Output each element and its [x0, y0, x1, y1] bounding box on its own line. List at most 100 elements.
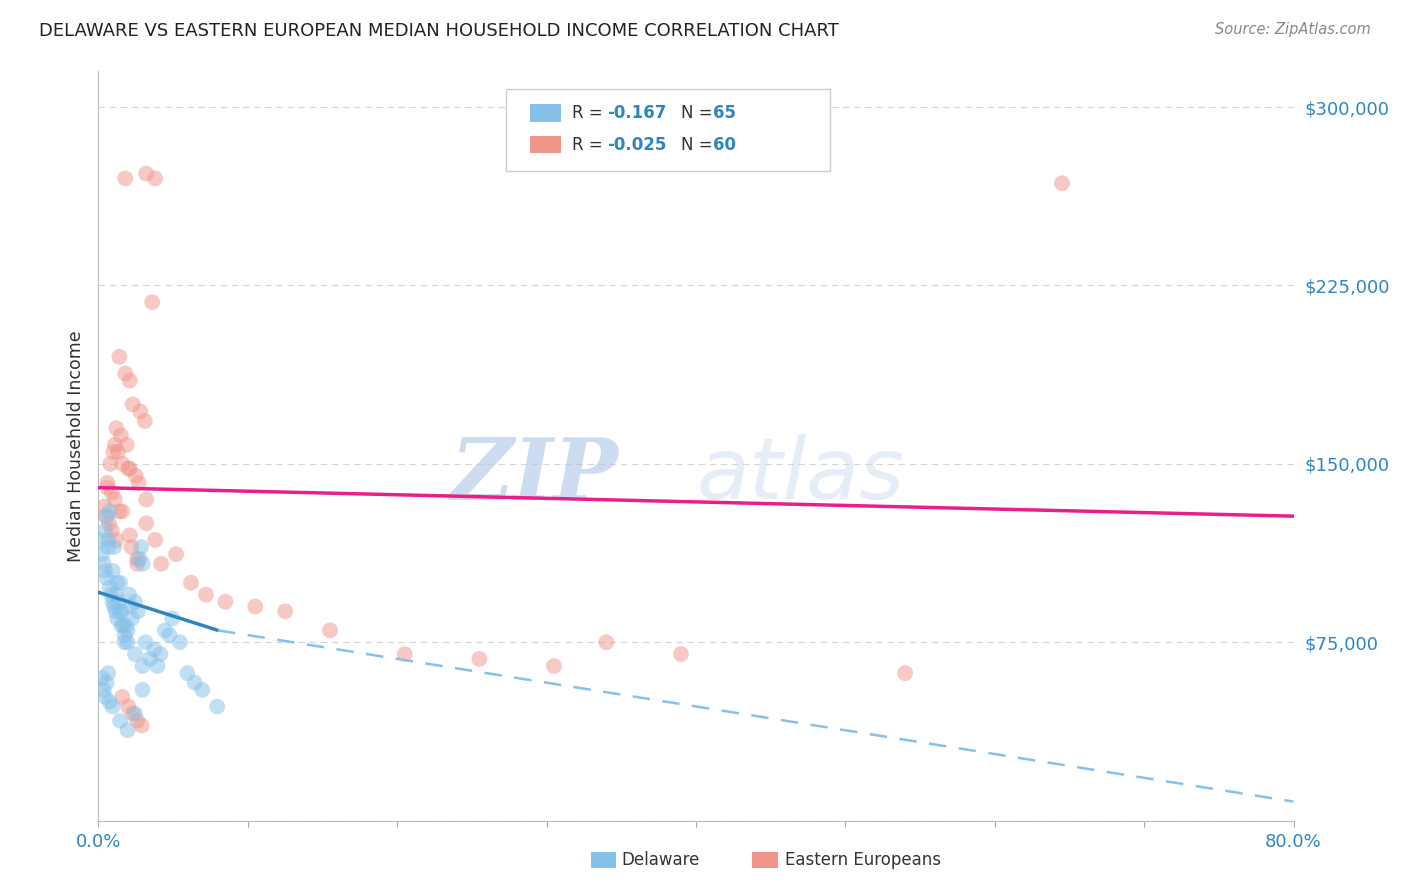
Point — [120, 599, 142, 614]
Point — [111, 504, 134, 518]
Point — [117, 624, 139, 638]
Point — [98, 457, 122, 471]
Point — [101, 699, 124, 714]
Point — [143, 642, 166, 657]
Point — [135, 167, 157, 181]
Point — [114, 171, 136, 186]
Point — [105, 421, 128, 435]
Point — [120, 540, 142, 554]
Point — [107, 595, 129, 609]
Point — [319, 624, 342, 638]
Text: Delaware: Delaware — [621, 851, 700, 869]
Point — [118, 374, 141, 388]
Text: Source: ZipAtlas.com: Source: ZipAtlas.com — [1215, 22, 1371, 37]
Point — [131, 557, 153, 571]
Text: R =: R = — [572, 104, 609, 122]
Point — [169, 635, 191, 649]
Text: R =: R = — [572, 136, 609, 153]
Point — [118, 461, 141, 475]
Text: atlas: atlas — [696, 434, 904, 517]
Point — [129, 404, 152, 418]
Point — [139, 652, 162, 666]
Text: -0.167: -0.167 — [607, 104, 666, 122]
Point — [105, 575, 128, 590]
Point — [131, 718, 153, 732]
Point — [101, 564, 124, 578]
Point — [96, 571, 118, 585]
Point — [103, 599, 125, 614]
Point — [1050, 176, 1073, 190]
Point — [111, 690, 134, 704]
Point — [153, 624, 176, 638]
Point — [107, 445, 129, 459]
Point — [468, 652, 491, 666]
Point — [117, 461, 139, 475]
Point — [97, 533, 120, 547]
Point — [117, 635, 139, 649]
Point — [94, 690, 117, 704]
Point — [94, 524, 117, 538]
Point — [176, 666, 198, 681]
Point — [543, 659, 565, 673]
Point — [143, 171, 166, 186]
Point — [135, 516, 157, 531]
Point — [127, 604, 149, 618]
Text: N =: N = — [681, 136, 717, 153]
Point — [96, 675, 118, 690]
Point — [115, 438, 138, 452]
Point — [104, 604, 127, 618]
Point — [101, 524, 124, 538]
Point — [93, 500, 115, 514]
Point — [195, 588, 218, 602]
Text: N =: N = — [681, 104, 717, 122]
Text: DELAWARE VS EASTERN EUROPEAN MEDIAN HOUSEHOLD INCOME CORRELATION CHART: DELAWARE VS EASTERN EUROPEAN MEDIAN HOUS… — [39, 22, 839, 40]
Point — [104, 492, 127, 507]
Text: 60: 60 — [713, 136, 735, 153]
Point — [94, 509, 117, 524]
Point — [162, 611, 184, 625]
Point — [97, 540, 120, 554]
Point — [115, 618, 138, 632]
Point — [128, 475, 150, 490]
Point — [108, 504, 131, 518]
Text: 65: 65 — [713, 104, 735, 122]
Point — [127, 557, 149, 571]
Point — [110, 604, 132, 618]
Point — [104, 438, 127, 452]
Point — [118, 588, 141, 602]
Point — [134, 414, 156, 428]
Point — [141, 295, 163, 310]
Point — [110, 428, 132, 442]
Point — [184, 675, 207, 690]
Point — [96, 481, 118, 495]
Text: -0.025: -0.025 — [607, 136, 666, 153]
Point — [105, 611, 128, 625]
Y-axis label: Median Household Income: Median Household Income — [66, 330, 84, 562]
Point — [127, 714, 149, 728]
Point — [103, 540, 125, 554]
Point — [127, 552, 149, 566]
Point — [157, 628, 180, 642]
Point — [150, 557, 173, 571]
Point — [98, 695, 121, 709]
Point — [111, 457, 134, 471]
Point — [93, 557, 115, 571]
Point — [117, 699, 139, 714]
Point — [110, 618, 132, 632]
Point — [97, 666, 120, 681]
Point — [101, 485, 124, 500]
Point — [108, 575, 131, 590]
Point — [112, 618, 135, 632]
Point — [94, 564, 117, 578]
Point — [121, 706, 143, 721]
Point — [98, 581, 121, 595]
Point — [245, 599, 267, 614]
Point — [129, 540, 152, 554]
Point — [124, 595, 146, 609]
Point — [118, 528, 141, 542]
Point — [96, 509, 118, 524]
Point — [135, 492, 157, 507]
Point — [114, 628, 136, 642]
Point — [125, 468, 148, 483]
Point — [114, 635, 136, 649]
